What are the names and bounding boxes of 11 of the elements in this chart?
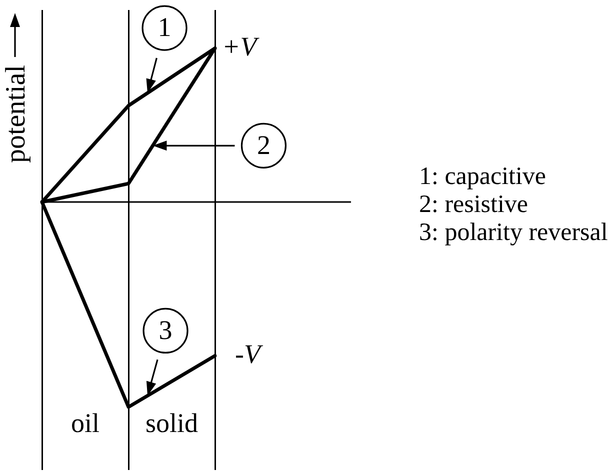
- text: 3: polarity reversal: [419, 219, 608, 247]
- annotation: 2: [256, 130, 270, 160]
- annotation: -V: [235, 338, 264, 369]
- text: oil: [70, 408, 100, 438]
- text: 2: resistive: [419, 191, 530, 219]
- annotation: 3: [158, 314, 172, 345]
- y-axis-title: potential: [0, 64, 32, 163]
- text: solid: [145, 408, 198, 438]
- annotation: +V: [222, 31, 260, 62]
- text: 1: [158, 12, 172, 42]
- text: 1: capacitive: [419, 163, 548, 191]
